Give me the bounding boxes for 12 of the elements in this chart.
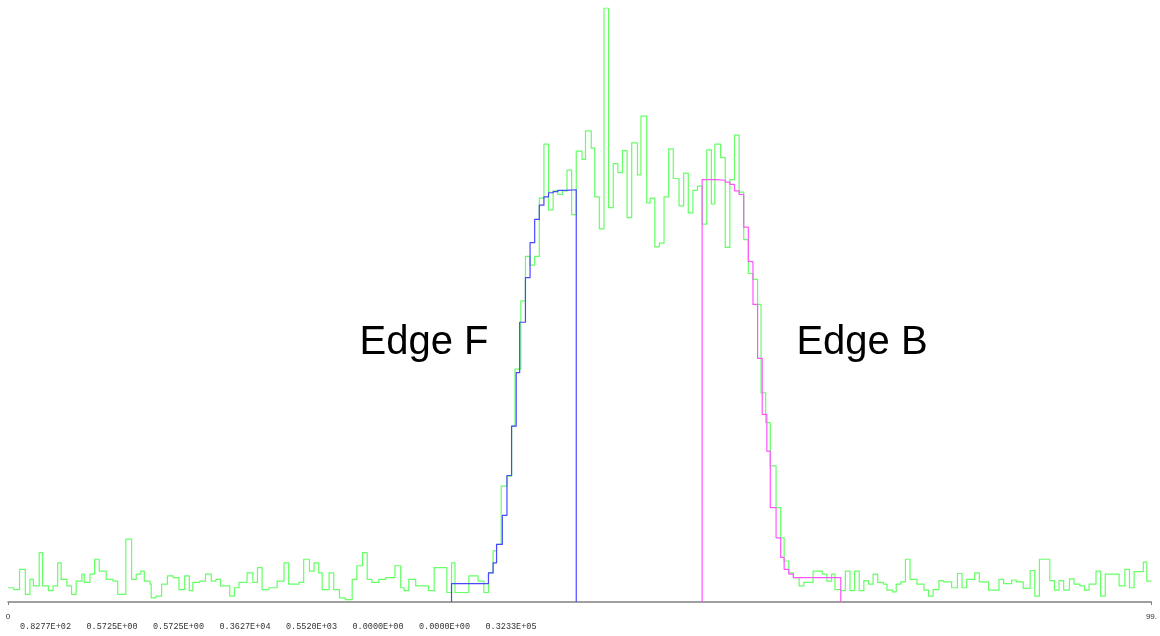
annotation: Edge B bbox=[796, 318, 928, 362]
text: 0.5520E+03 bbox=[286, 621, 338, 632]
text: 0.0000E+00 bbox=[419, 621, 471, 632]
x-tick-label: 99. bbox=[1145, 611, 1157, 621]
text: 0.5725E+00 bbox=[86, 621, 138, 632]
text: 0.5725E+00 bbox=[153, 621, 205, 632]
annotation: Edge F bbox=[359, 318, 489, 362]
text: 0.0000E+00 bbox=[352, 621, 404, 632]
text: 0.3233E+05 bbox=[485, 621, 537, 632]
text: 0.3627E+04 bbox=[219, 621, 271, 632]
text: 0.8277E+02 bbox=[20, 621, 72, 632]
x-tick-label: 0 bbox=[5, 611, 11, 621]
